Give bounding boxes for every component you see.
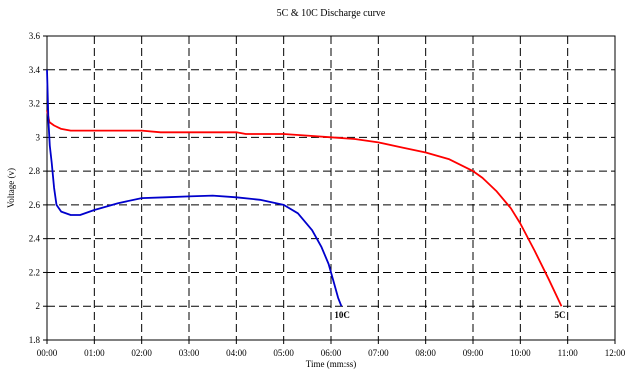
x-tick-label-9: 09:00 — [463, 348, 484, 358]
x-tick-label-12: 12:00 — [605, 348, 626, 358]
x-tick-label-2: 02:00 — [131, 348, 152, 358]
x-tick-label-4: 04:00 — [226, 348, 247, 358]
x-tick-label-3: 03:00 — [179, 348, 200, 358]
series-line-10C — [46, 69, 343, 307]
y-tick-label-8: 3.4 — [29, 65, 41, 75]
x-tick-label-1: 01:00 — [84, 348, 105, 358]
series-label-10C: 10C — [334, 310, 350, 320]
y-tick-label-3: 2.4 — [29, 234, 41, 244]
y-tick-label-4: 2.6 — [29, 200, 41, 210]
series-line-5C — [46, 110, 563, 307]
x-axis-label: Time (mm:ss) — [306, 359, 356, 369]
y-tick-label-2: 2.2 — [29, 267, 40, 277]
y-tick-label-6: 3 — [36, 132, 41, 142]
x-tick-label-5: 05:00 — [273, 348, 294, 358]
y-tick-label-9: 3.6 — [29, 31, 41, 41]
chart-title: 5C & 10C Discharge curve — [277, 8, 386, 19]
x-tick-label-8: 08:00 — [415, 348, 436, 358]
x-tick-label-6: 06:00 — [321, 348, 342, 358]
y-tick-label-5: 2.8 — [29, 166, 41, 176]
y-tick-label-1: 2 — [36, 301, 41, 311]
x-tick-label-11: 11:00 — [558, 348, 579, 358]
x-tick-label-0: 00:00 — [37, 348, 58, 358]
x-tick-label-7: 07:00 — [368, 348, 389, 358]
x-tick-label-10: 10:00 — [510, 348, 531, 358]
series-label-5C: 5C — [555, 310, 566, 320]
y-tick-label-7: 3.2 — [29, 99, 40, 109]
y-tick-label-0: 1.8 — [29, 335, 41, 345]
y-axis-label: Voltage (v) — [6, 168, 16, 208]
